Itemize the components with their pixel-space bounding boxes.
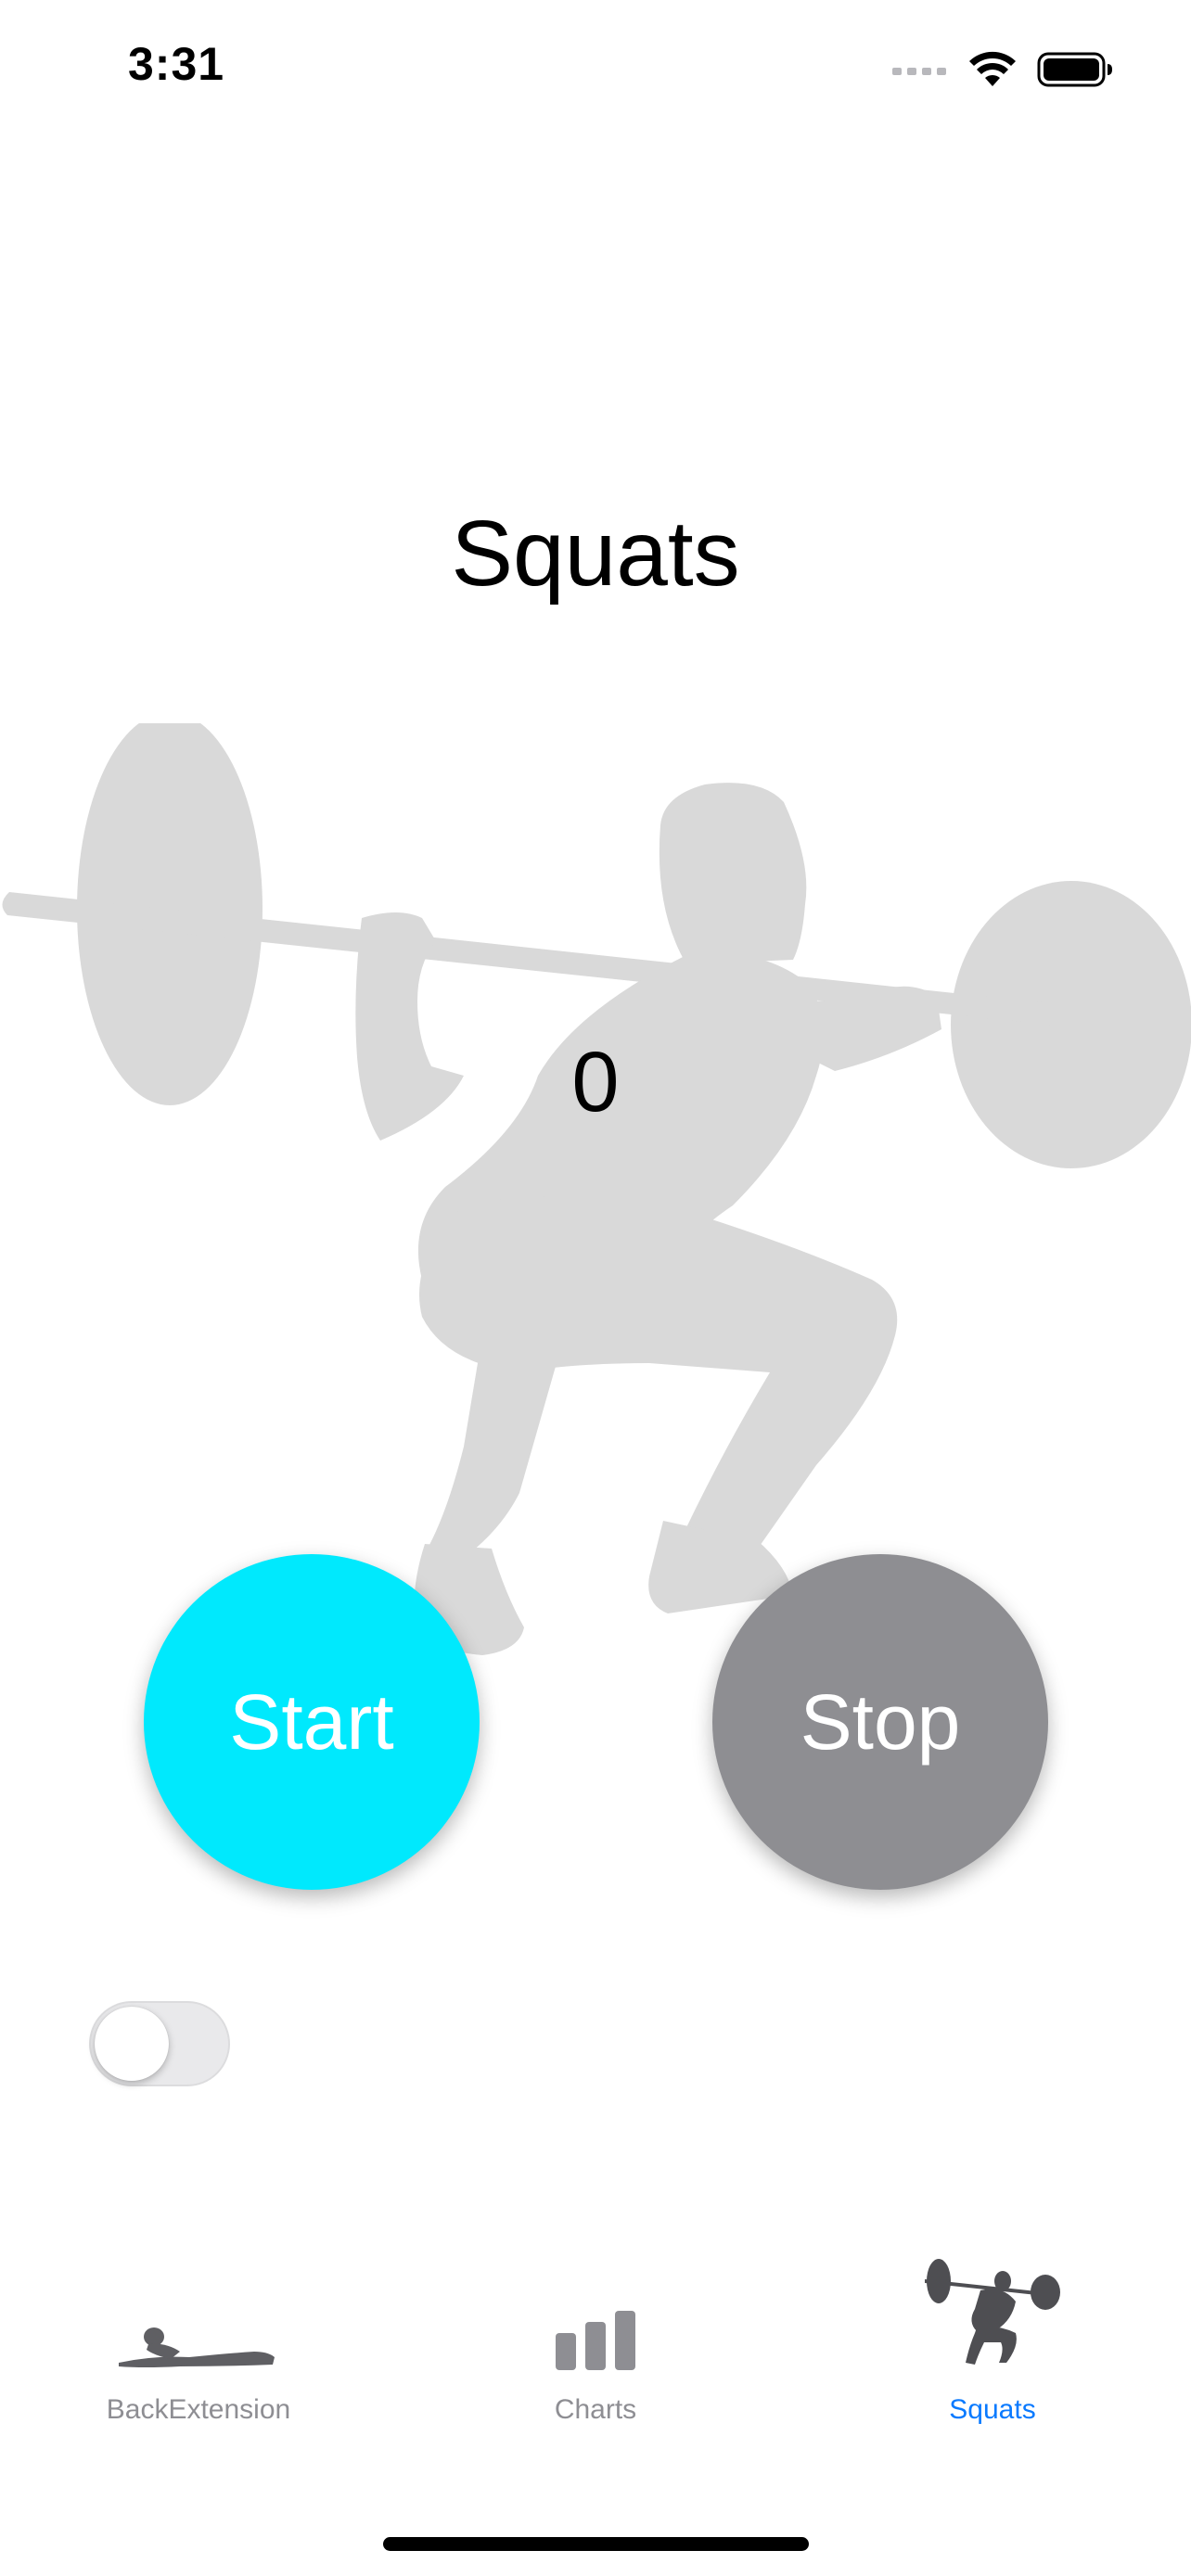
page-title: Squats (451, 502, 740, 606)
status-time: 3:31 (128, 38, 225, 90)
tab-label: Charts (554, 2394, 637, 2425)
stop-button[interactable]: Stop (712, 1554, 1048, 1890)
squat-silhouette (2, 723, 1191, 1655)
bar-chart-icon (556, 2311, 635, 2370)
home-indicator[interactable] (383, 2537, 809, 2551)
start-button[interactable]: Start (144, 1554, 480, 1890)
tab-bar: BackExtension Charts Squats (0, 2259, 1191, 2429)
tab-backextension[interactable]: BackExtension (0, 2263, 397, 2429)
tab-charts[interactable]: Charts (397, 2263, 794, 2429)
battery-icon (1037, 52, 1112, 87)
squat-icon (925, 2259, 1060, 2365)
wifi-icon (969, 51, 1016, 86)
tab-label: BackExtension (106, 2394, 291, 2425)
cellular-signal-icon (892, 68, 946, 75)
back-extension-icon (119, 2327, 275, 2367)
toggle-switch[interactable] (89, 2001, 230, 2086)
toggle-knob (95, 2007, 169, 2081)
status-icons (892, 46, 1113, 93)
tab-squats[interactable]: Squats (794, 2259, 1191, 2429)
tab-label: Squats (949, 2394, 1036, 2425)
rep-counter: 0 (571, 1035, 620, 1129)
